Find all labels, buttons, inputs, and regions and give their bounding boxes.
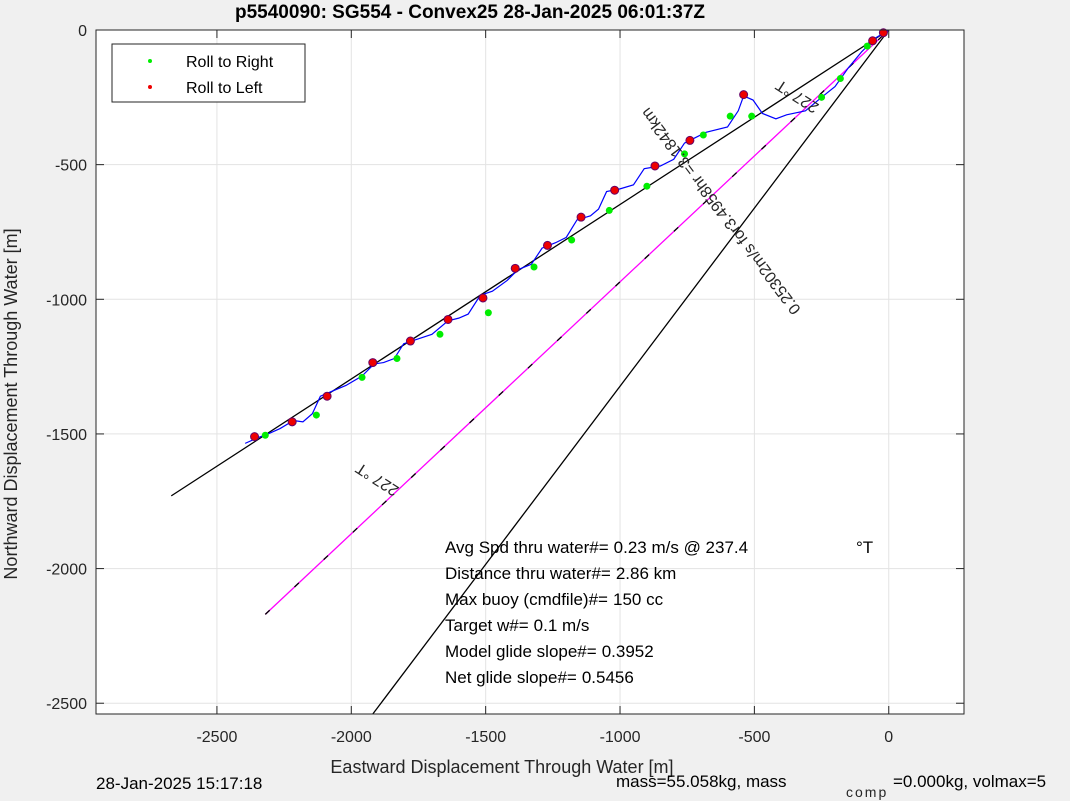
legend: Roll to Right Roll to Left (111, 43, 306, 103)
y-tick-label: -500 (55, 158, 87, 175)
annotation-model-glide: Model glide slope#= 0.3952 (445, 642, 654, 661)
reference-line (264, 29, 890, 615)
roll-right-point (261, 431, 269, 439)
roll-left-point (576, 212, 586, 222)
roll-right-point (605, 206, 613, 214)
legend-box (111, 43, 306, 103)
legend-marker-roll-right (148, 59, 152, 63)
roll-right-point (699, 131, 707, 139)
roll-left-point (542, 240, 552, 250)
legend-label-roll-left: Roll to Left (186, 80, 263, 97)
legend-label-roll-right: Roll to Right (186, 54, 274, 71)
footer-mass-subscript: comp (846, 784, 888, 800)
annotation-avg-speed: Avg Spd thru water#= 0.23 m/s @ 237.4 (445, 538, 748, 557)
roll-left-point (250, 432, 260, 442)
x-tick-label: -2500 (196, 729, 237, 746)
roll-left-point (878, 28, 888, 38)
track-series (244, 29, 890, 444)
y-tick-label: -1000 (46, 292, 87, 309)
roll-left-point (868, 36, 878, 46)
footer-mass: mass=55.058kg, mass (616, 772, 787, 791)
axis-ticks: -2500 -2000 -1500 -1000 -500 0 0 -500 -1000 -1500… (46, 23, 964, 746)
roll-points (250, 28, 888, 442)
roll-right-point (836, 74, 844, 82)
x-axis-label: Eastward Displacement Through Water [m] (330, 757, 673, 777)
annotation-block: Avg Spd thru water#= 0.23 m/s @ 237.4 °T … (445, 538, 873, 687)
y-tick-label: -1500 (46, 427, 87, 444)
footer-volmax: =0.000kg, volmax=5 (893, 772, 1046, 791)
roll-left-point (739, 90, 749, 100)
roll-right-point (436, 330, 444, 338)
annotation-target-w: Target w#= 0.1 m/s (445, 616, 589, 635)
roll-left-point (685, 135, 695, 145)
x-tick-label: -500 (738, 729, 770, 746)
annotation-net-glide: Net glide slope#= 0.5456 (445, 668, 634, 687)
roll-right-point (358, 373, 366, 381)
y-tick-label: -2500 (46, 696, 87, 713)
roll-right-point (863, 42, 871, 50)
roll-left-point (478, 293, 488, 303)
roll-right-point (530, 263, 538, 271)
reference-line (372, 29, 890, 715)
roll-left-point (650, 161, 660, 171)
roll-left-point (368, 358, 378, 368)
roll-right-point (726, 112, 734, 120)
roll-right-point (818, 93, 826, 101)
y-tick-label: -2000 (46, 562, 87, 579)
plot-area (96, 30, 964, 714)
x-tick-label: -1500 (465, 729, 506, 746)
roll-right-point (568, 236, 576, 244)
legend-marker-roll-left (148, 85, 152, 89)
y-axis-label: Northward Displacement Through Water [m] (1, 228, 21, 579)
track-line (244, 29, 890, 444)
roll-right-point (484, 309, 492, 317)
annotation-distance: Distance thru water#= 2.86 km (445, 564, 676, 583)
roll-left-point (287, 417, 297, 427)
roll-left-point (510, 263, 520, 273)
roll-left-point (405, 336, 415, 346)
annotation-max-buoy: Max buoy (cmdfile)#= 150 cc (445, 590, 664, 609)
roll-left-point (322, 391, 332, 401)
footer-timestamp: 28-Jan-2025 15:17:18 (96, 774, 262, 793)
roll-right-point (393, 355, 401, 363)
chart-title: p5540090: SG554 - Convex25 28-Jan-2025 0… (235, 2, 705, 23)
roll-right-point (643, 182, 651, 190)
roll-right-point (681, 150, 689, 158)
roll-left-point (610, 185, 620, 195)
x-tick-label: -2000 (331, 729, 372, 746)
roll-right-point (748, 112, 756, 120)
x-tick-label: -1000 (600, 729, 641, 746)
roll-right-point (312, 411, 320, 419)
roll-left-point (443, 314, 453, 324)
y-tick-label: 0 (78, 23, 87, 40)
x-tick-label: 0 (884, 729, 893, 746)
annotation-avg-speed-unit: °T (856, 538, 873, 557)
axes-box (95, 29, 965, 715)
